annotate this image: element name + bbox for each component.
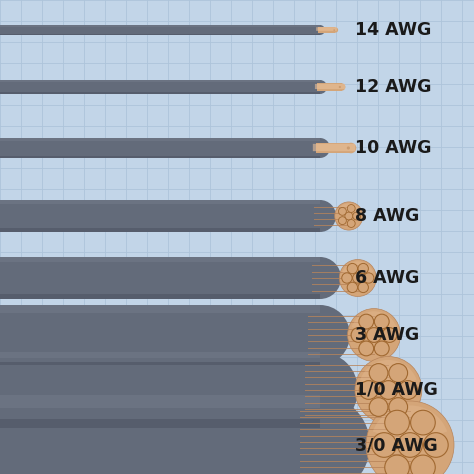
Circle shape bbox=[347, 264, 357, 274]
Text: 10 AWG: 10 AWG bbox=[355, 139, 431, 157]
Bar bbox=[0, 138, 320, 158]
Bar bbox=[311, 260, 358, 296]
Bar bbox=[308, 309, 374, 361]
Circle shape bbox=[351, 328, 366, 342]
Wedge shape bbox=[320, 80, 327, 94]
Circle shape bbox=[424, 433, 448, 457]
Circle shape bbox=[346, 143, 356, 153]
Bar bbox=[305, 356, 388, 423]
Bar bbox=[0, 138, 320, 140]
Text: 8 AWG: 8 AWG bbox=[355, 207, 419, 225]
Circle shape bbox=[355, 356, 422, 423]
Bar bbox=[0, 419, 320, 428]
Text: 3 AWG: 3 AWG bbox=[355, 326, 419, 344]
Wedge shape bbox=[320, 352, 358, 428]
Wedge shape bbox=[320, 25, 325, 35]
Circle shape bbox=[359, 341, 374, 356]
Bar bbox=[0, 294, 320, 299]
Circle shape bbox=[353, 212, 361, 220]
Circle shape bbox=[358, 264, 368, 274]
Bar bbox=[0, 395, 320, 474]
Bar bbox=[0, 200, 320, 204]
Circle shape bbox=[347, 282, 357, 292]
Circle shape bbox=[333, 27, 338, 33]
Bar bbox=[316, 143, 351, 153]
Circle shape bbox=[339, 260, 376, 296]
Bar bbox=[0, 352, 320, 428]
Bar bbox=[0, 305, 320, 312]
Bar bbox=[0, 155, 320, 158]
Circle shape bbox=[382, 328, 397, 342]
Bar bbox=[0, 228, 320, 232]
Circle shape bbox=[369, 398, 388, 416]
Bar bbox=[0, 80, 320, 82]
Circle shape bbox=[389, 398, 408, 416]
Text: 12 AWG: 12 AWG bbox=[355, 78, 431, 96]
Circle shape bbox=[347, 219, 355, 228]
Circle shape bbox=[338, 217, 346, 225]
Text: 1/0 AWG: 1/0 AWG bbox=[355, 381, 438, 399]
Text: 6 AWG: 6 AWG bbox=[355, 269, 419, 287]
Bar bbox=[317, 83, 342, 91]
Circle shape bbox=[353, 273, 363, 283]
Text: 14 AWG: 14 AWG bbox=[355, 21, 431, 39]
Bar bbox=[0, 92, 320, 94]
Text: 3/0 AWG: 3/0 AWG bbox=[355, 436, 438, 454]
Circle shape bbox=[379, 381, 398, 400]
Circle shape bbox=[347, 146, 350, 150]
Circle shape bbox=[338, 208, 346, 215]
Circle shape bbox=[347, 309, 401, 361]
Circle shape bbox=[364, 273, 374, 283]
Wedge shape bbox=[320, 257, 341, 299]
Wedge shape bbox=[373, 405, 447, 445]
Wedge shape bbox=[320, 395, 370, 474]
Circle shape bbox=[338, 83, 346, 91]
Circle shape bbox=[333, 29, 335, 31]
Bar bbox=[0, 25, 320, 27]
Circle shape bbox=[374, 341, 389, 356]
Bar bbox=[318, 27, 336, 33]
Circle shape bbox=[410, 455, 435, 474]
Wedge shape bbox=[320, 200, 336, 232]
Bar bbox=[314, 202, 349, 230]
Circle shape bbox=[374, 314, 389, 329]
Bar bbox=[0, 80, 320, 94]
Circle shape bbox=[359, 381, 378, 400]
Bar bbox=[0, 352, 320, 362]
Bar bbox=[0, 395, 320, 408]
Circle shape bbox=[399, 381, 418, 400]
Circle shape bbox=[366, 401, 454, 474]
Bar bbox=[300, 401, 410, 474]
Circle shape bbox=[385, 455, 410, 474]
Wedge shape bbox=[320, 305, 350, 365]
Circle shape bbox=[369, 364, 388, 383]
Circle shape bbox=[347, 205, 355, 212]
Bar bbox=[0, 257, 320, 299]
Wedge shape bbox=[352, 311, 396, 335]
Circle shape bbox=[410, 410, 435, 435]
Bar bbox=[0, 305, 320, 365]
Circle shape bbox=[372, 433, 396, 457]
Wedge shape bbox=[342, 261, 374, 278]
Wedge shape bbox=[360, 360, 417, 390]
Bar bbox=[0, 25, 320, 35]
Circle shape bbox=[335, 202, 363, 230]
Circle shape bbox=[385, 410, 410, 435]
Circle shape bbox=[366, 328, 382, 342]
Circle shape bbox=[339, 86, 341, 88]
Bar bbox=[0, 257, 320, 262]
Wedge shape bbox=[337, 203, 361, 216]
Circle shape bbox=[345, 212, 353, 220]
Bar bbox=[0, 34, 320, 35]
Wedge shape bbox=[320, 138, 330, 158]
Bar bbox=[0, 357, 320, 365]
Circle shape bbox=[358, 282, 368, 292]
Circle shape bbox=[398, 433, 422, 457]
Circle shape bbox=[359, 314, 374, 329]
Circle shape bbox=[389, 364, 408, 383]
Circle shape bbox=[342, 273, 352, 283]
Bar bbox=[0, 200, 320, 232]
